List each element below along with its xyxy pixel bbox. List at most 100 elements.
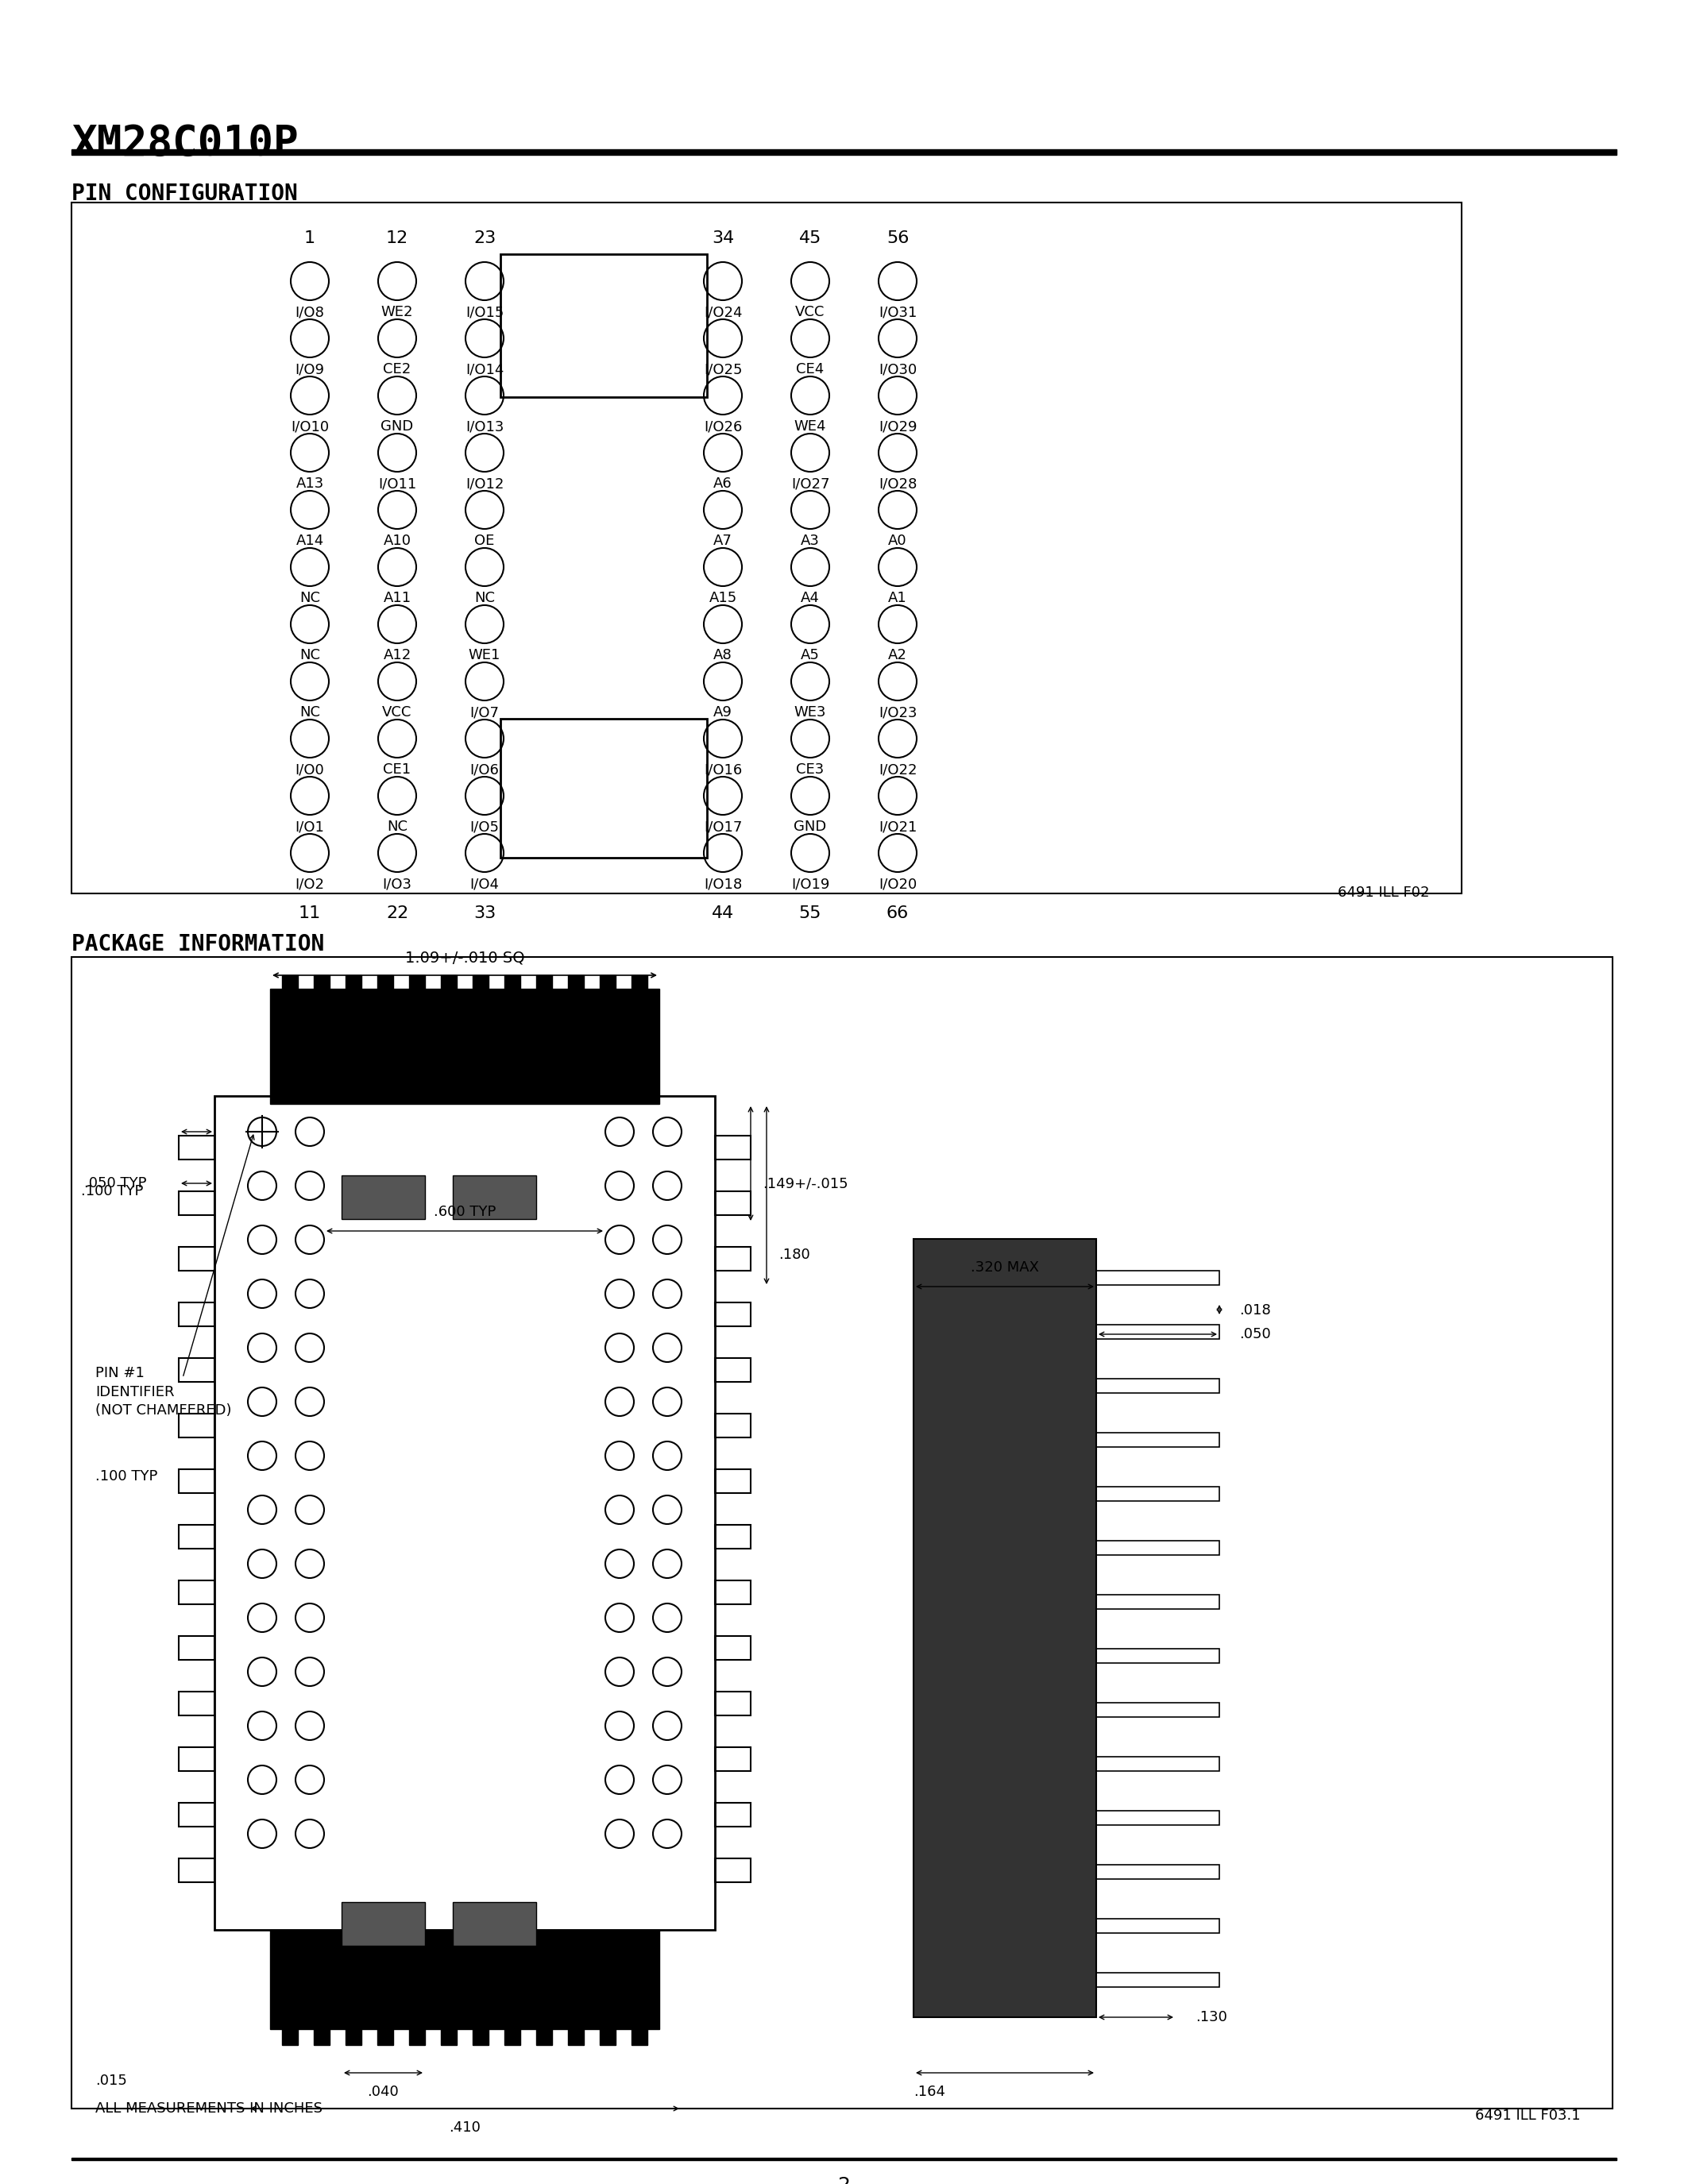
- Text: I/O29: I/O29: [878, 419, 917, 435]
- Text: .050 TYP: .050 TYP: [84, 1177, 147, 1190]
- Text: WE3: WE3: [793, 705, 827, 719]
- Bar: [716, 1358, 751, 1382]
- Text: .018: .018: [1239, 1304, 1271, 1317]
- Text: XM28C010P: XM28C010P: [71, 122, 299, 164]
- Text: GND: GND: [381, 419, 414, 435]
- Bar: [473, 976, 488, 1007]
- Text: A8: A8: [714, 649, 733, 662]
- Text: I/O25: I/O25: [704, 363, 743, 376]
- Bar: [270, 1931, 660, 2029]
- Bar: [631, 976, 648, 1007]
- Text: I/O23: I/O23: [878, 705, 917, 719]
- Text: A7: A7: [714, 533, 733, 548]
- Bar: [1096, 1865, 1219, 1878]
- Bar: [716, 1693, 751, 1714]
- Bar: [1096, 1756, 1219, 1771]
- Text: I/O0: I/O0: [295, 762, 324, 778]
- Text: I/O24: I/O24: [704, 306, 743, 319]
- Bar: [505, 976, 520, 1007]
- Bar: [1096, 1326, 1219, 1339]
- Bar: [716, 1636, 751, 1660]
- Text: I/O3: I/O3: [383, 876, 412, 891]
- Bar: [716, 1413, 751, 1437]
- Bar: [716, 1302, 751, 1326]
- Bar: [1096, 1704, 1219, 1717]
- Text: A4: A4: [800, 592, 820, 605]
- Text: I/O9: I/O9: [295, 363, 324, 376]
- Bar: [537, 2014, 552, 2044]
- Bar: [500, 719, 707, 858]
- Bar: [567, 976, 584, 1007]
- Text: I/O6: I/O6: [469, 762, 500, 778]
- Text: .100 TYP: .100 TYP: [81, 1184, 143, 1199]
- Text: I/O5: I/O5: [469, 819, 500, 834]
- Bar: [452, 1175, 537, 1219]
- Bar: [179, 1470, 214, 1494]
- Text: CE1: CE1: [383, 762, 412, 778]
- Text: A2: A2: [888, 649, 906, 662]
- Bar: [716, 1747, 751, 1771]
- Text: A11: A11: [383, 592, 412, 605]
- Bar: [179, 1413, 214, 1437]
- Bar: [716, 1136, 751, 1160]
- Bar: [1096, 1433, 1219, 1448]
- Text: A12: A12: [383, 649, 412, 662]
- Text: A14: A14: [295, 533, 324, 548]
- Bar: [716, 1247, 751, 1271]
- Text: 56: 56: [886, 229, 908, 247]
- Text: WE4: WE4: [793, 419, 827, 435]
- Text: ALL MEASUREMENTS IN INCHES: ALL MEASUREMENTS IN INCHES: [95, 2101, 322, 2116]
- Bar: [716, 1524, 751, 1548]
- Bar: [179, 1802, 214, 1826]
- Text: A5: A5: [800, 649, 820, 662]
- Text: A3: A3: [800, 533, 820, 548]
- Bar: [716, 1190, 751, 1214]
- Text: NC: NC: [387, 819, 407, 834]
- Bar: [214, 1096, 716, 1931]
- Bar: [408, 2014, 425, 2044]
- Text: I/O31: I/O31: [878, 306, 917, 319]
- Bar: [441, 2014, 457, 2044]
- Text: I/O28: I/O28: [878, 476, 917, 491]
- Bar: [441, 976, 457, 1007]
- Bar: [179, 1859, 214, 1883]
- Text: A1: A1: [888, 592, 906, 605]
- Text: 44: 44: [712, 906, 734, 922]
- Text: A6: A6: [714, 476, 733, 491]
- Bar: [346, 2014, 361, 2044]
- Text: 2: 2: [837, 2175, 851, 2184]
- Bar: [716, 1859, 751, 1883]
- Bar: [341, 1175, 425, 1219]
- Bar: [716, 1802, 751, 1826]
- Bar: [408, 976, 425, 1007]
- Text: 11: 11: [299, 906, 321, 922]
- Text: WE1: WE1: [469, 649, 501, 662]
- Text: CE3: CE3: [797, 762, 824, 778]
- Bar: [179, 1358, 214, 1382]
- Bar: [346, 976, 361, 1007]
- Bar: [913, 1238, 1096, 2018]
- Text: OE: OE: [474, 533, 495, 548]
- Text: .180: .180: [778, 1247, 810, 1262]
- Text: I/O4: I/O4: [469, 876, 500, 891]
- Bar: [179, 1136, 214, 1160]
- Text: NC: NC: [474, 592, 495, 605]
- Text: I/O12: I/O12: [466, 476, 503, 491]
- Bar: [599, 2014, 616, 2044]
- Bar: [179, 1247, 214, 1271]
- Text: 22: 22: [387, 906, 408, 922]
- Text: A13: A13: [295, 476, 324, 491]
- Text: 23: 23: [473, 229, 496, 247]
- Text: I/O11: I/O11: [378, 476, 417, 491]
- Bar: [179, 1747, 214, 1771]
- Text: I/O7: I/O7: [469, 705, 500, 719]
- Text: GND: GND: [793, 819, 827, 834]
- Text: .164: .164: [913, 2086, 945, 2099]
- Bar: [599, 976, 616, 1007]
- Text: VCC: VCC: [795, 306, 825, 319]
- Text: I/O15: I/O15: [466, 306, 503, 319]
- Text: 6491 ILL F02: 6491 ILL F02: [1339, 885, 1430, 900]
- Text: I/O27: I/O27: [792, 476, 829, 491]
- Text: WE2: WE2: [381, 306, 414, 319]
- Bar: [567, 2014, 584, 2044]
